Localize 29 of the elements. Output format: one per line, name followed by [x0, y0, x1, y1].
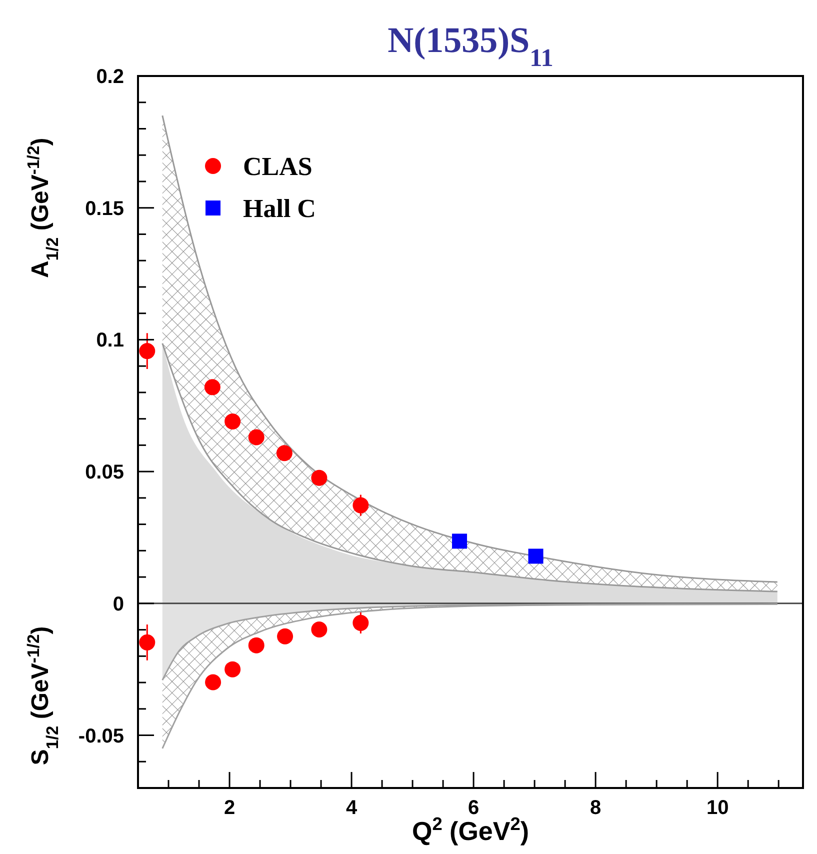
point: [352, 614, 369, 631]
point: [224, 413, 241, 430]
point: [311, 622, 328, 638]
point: [204, 379, 220, 396]
point: [276, 445, 292, 462]
y-tick-label: 0.05: [85, 462, 124, 484]
point: [352, 497, 369, 514]
point: [311, 470, 328, 486]
x-tick-label: 2: [224, 797, 236, 819]
y-tick-label: 0.15: [85, 198, 124, 220]
y-tick-label: 0: [112, 593, 124, 616]
point: [139, 343, 156, 360]
point: [205, 674, 222, 690]
x-tick-label: 10: [706, 797, 729, 819]
point: [277, 628, 294, 644]
legend-label: CLAS: [243, 152, 312, 181]
chart-title: N(1535)S$_{11}$: [388, 20, 554, 72]
point: [248, 429, 264, 446]
point: [528, 548, 544, 564]
y-tick-label: -0.05: [78, 725, 124, 748]
point: [452, 534, 468, 549]
point: [139, 634, 156, 650]
y-tick-label: 0.2: [96, 66, 124, 88]
y-tick-label: 0.1: [96, 330, 124, 352]
x-tick-label: 8: [590, 797, 602, 819]
x-tick-label: 4: [346, 797, 358, 819]
legend-label: Hall C: [243, 194, 316, 223]
point: [224, 661, 241, 678]
point: [248, 637, 264, 654]
